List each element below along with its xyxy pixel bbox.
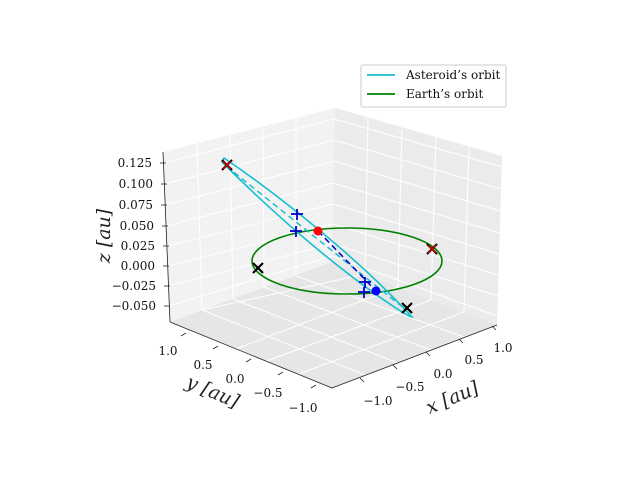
asteroid-dashed-line: [225, 165, 406, 310]
marker-blue-dot: [371, 286, 381, 296]
x-ticks: −1.0 −0.5 0.0 0.5 1.0: [359, 325, 513, 408]
grid-line: [262, 126, 265, 288]
grid-line: [333, 118, 503, 168]
x-tick-mark: [425, 351, 431, 357]
y-tick-label: −1.0: [288, 401, 317, 415]
marker-blue-plus: [358, 287, 370, 298]
x-tick-label: −0.5: [395, 380, 424, 394]
earth-orbit-line: [251, 227, 443, 295]
legend-frame: [360, 64, 507, 108]
z-tick-label: 0.025: [121, 239, 155, 253]
z-tick-label: −0.050: [112, 299, 156, 313]
marker-black-cross: [252, 262, 264, 274]
y-tick-label: 1.0: [158, 344, 177, 358]
z-tick-label: 0.050: [120, 219, 154, 233]
grid-line: [201, 273, 366, 311]
z-tick-label: 0.075: [119, 198, 153, 212]
legend: Asteroid’s orbit Earth’s orbit: [360, 64, 507, 108]
x-tick-mark: [491, 325, 497, 331]
y-tick-label: 0.5: [193, 358, 212, 372]
z-tick-label: −0.025: [112, 279, 156, 293]
grid-line: [295, 275, 465, 338]
y-tick-label: 0.0: [225, 372, 244, 386]
grid-line: [463, 145, 470, 313]
z-tick-label: 0.100: [119, 177, 153, 191]
grid-line: [168, 255, 333, 307]
grid-line: [167, 243, 333, 287]
z-ticks: 0.125 0.100 0.075 0.050 0.025 0.000 −0.0…: [112, 156, 170, 313]
x-tick-label: −1.0: [363, 394, 392, 408]
y-tick-mark: [245, 358, 252, 363]
grid-line: [333, 160, 501, 212]
grid-line: [332, 243, 499, 297]
y-tick-mark: [277, 371, 284, 376]
grid-line: [332, 182, 501, 234]
grid-line: [332, 223, 499, 276]
grid-line: [196, 142, 203, 311]
grid-line: [364, 117, 369, 275]
grid-line: [164, 160, 335, 206]
z-tick-label: 0.125: [118, 156, 152, 170]
grid-line: [232, 298, 399, 364]
x-tick-label: 0.5: [464, 353, 483, 367]
grid-line: [164, 139, 335, 185]
marker-black-cross: [401, 302, 413, 314]
marker-blue-plus: [291, 209, 303, 220]
axis-edges: [162, 151, 498, 389]
grid-line: [166, 203, 334, 247]
grid-line: [263, 286, 432, 351]
z-tick-label: 0.000: [121, 259, 155, 273]
y-tick-mark: [180, 332, 187, 337]
marker-red-cross: [222, 160, 232, 170]
grid-line: [163, 118, 335, 164]
x-tick-label: 1.0: [493, 341, 512, 355]
y-tick-mark: [212, 345, 219, 350]
axis-panes: [163, 108, 502, 388]
marker-red-dot: [313, 226, 323, 236]
grid-line: [201, 309, 366, 376]
x-axis-line: [331, 324, 498, 389]
y-ticks: 1.0 0.5 0.0 −0.5 −1.0: [158, 332, 318, 415]
floor-pane: [170, 262, 497, 388]
x-tick-mark: [392, 364, 398, 370]
legend-label-earth: Earth’s orbit: [406, 87, 483, 101]
grid-line: [165, 182, 334, 227]
y-axis-line: [169, 321, 333, 389]
grid-line: [232, 286, 399, 351]
y-tick-label: −0.5: [253, 386, 282, 400]
marker-blue-plus: [290, 226, 302, 237]
x-axis-label: x [au]: [423, 377, 483, 419]
grid-line: [295, 311, 465, 376]
x-tick-mark: [458, 338, 464, 344]
back-pane-right: [332, 108, 502, 325]
z-axis-line: [162, 151, 171, 323]
legend-label-asteroid: Asteroid’s orbit: [405, 68, 500, 82]
z-axis-label: z [au]: [93, 208, 115, 264]
grid-line: [332, 203, 500, 255]
grid-line: [397, 126, 403, 288]
marker-red-cross: [427, 244, 437, 254]
grid-line: [333, 139, 502, 190]
marker-blue-plus: [359, 277, 371, 288]
x-tick-mark: [359, 377, 365, 383]
y-tick-mark: [310, 384, 317, 389]
x-tick-label: 0.0: [433, 367, 452, 381]
grid-line: [430, 136, 437, 301]
